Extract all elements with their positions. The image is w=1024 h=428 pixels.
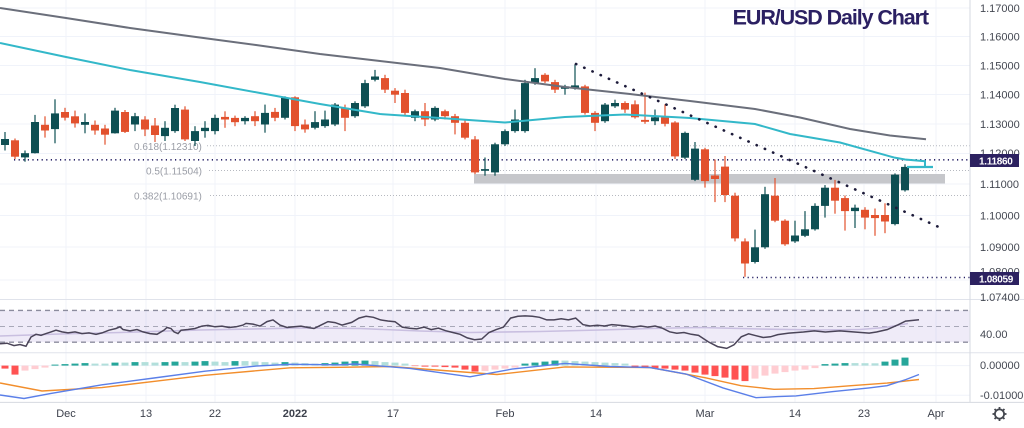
svg-text:13: 13 (140, 408, 152, 420)
svg-text:1.14000: 1.14000 (980, 90, 1020, 102)
svg-text:0.618(1.12310): 0.618(1.12310) (134, 142, 202, 153)
svg-text:-0.01000: -0.01000 (980, 390, 1023, 402)
svg-text:1.09000: 1.09000 (980, 242, 1020, 254)
svg-text:0.382(1.10691): 0.382(1.10691) (134, 192, 202, 203)
svg-text:1.08059: 1.08059 (979, 274, 1014, 285)
svg-text:1.16000: 1.16000 (980, 32, 1020, 44)
svg-text:1.17000: 1.17000 (980, 3, 1020, 15)
svg-text:Feb: Feb (496, 408, 515, 420)
svg-text:40.00: 40.00 (980, 329, 1008, 341)
svg-text:1.07400: 1.07400 (980, 292, 1020, 304)
svg-text:0.5(1.11504): 0.5(1.11504) (146, 167, 202, 178)
svg-text:14: 14 (590, 408, 602, 420)
svg-text:1.11000: 1.11000 (980, 179, 1019, 191)
svg-text:1.13000: 1.13000 (980, 119, 1020, 131)
svg-text:14: 14 (789, 408, 801, 420)
svg-text:1.10000: 1.10000 (980, 211, 1020, 223)
svg-text:Apr: Apr (927, 408, 944, 420)
svg-text:EUR/USD Daily Chart: EUR/USD Daily Chart (733, 6, 929, 30)
svg-text:2022: 2022 (283, 408, 307, 420)
svg-text:1.11860: 1.11860 (979, 156, 1013, 167)
svg-text:23: 23 (858, 408, 870, 420)
svg-text:Dec: Dec (56, 408, 76, 420)
svg-text:17: 17 (387, 408, 399, 420)
svg-text:22: 22 (209, 408, 221, 420)
svg-text:Mar: Mar (696, 408, 715, 420)
svg-text:0.00000: 0.00000 (980, 360, 1020, 372)
svg-text:1.15000: 1.15000 (980, 61, 1020, 73)
